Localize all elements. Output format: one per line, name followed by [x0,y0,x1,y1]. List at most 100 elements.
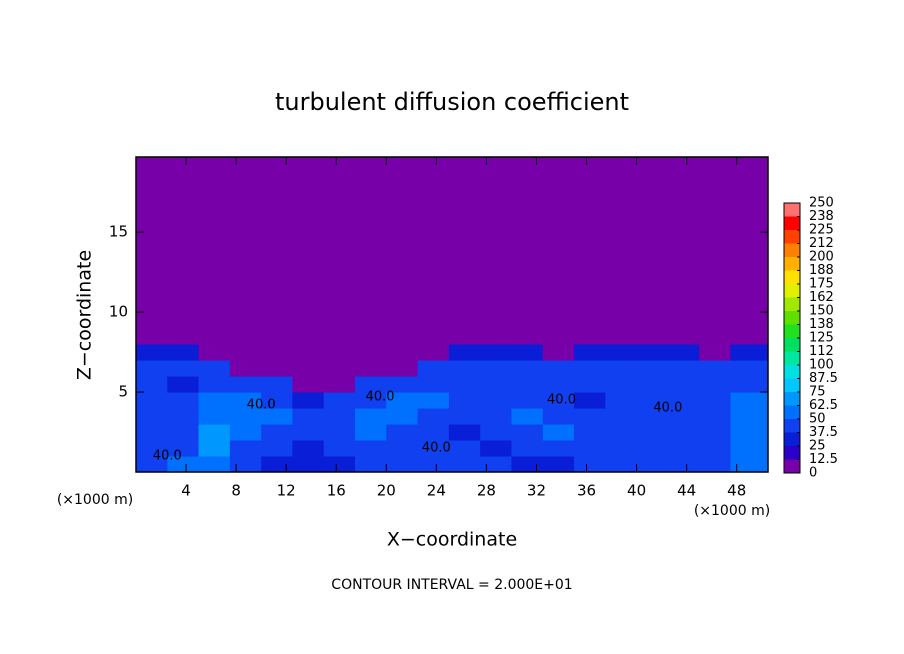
field-cell [229,440,262,457]
colorbar-bin [784,405,800,419]
x-axis-label: X−coordinate [387,529,517,551]
field-cell [229,344,262,361]
contour-label: 40.0 [547,393,576,408]
field-cell [511,408,544,425]
field-cell [323,344,356,361]
field-cell [511,157,544,345]
field-cell [636,440,669,457]
field-cell [292,424,325,441]
field-cell [667,376,700,393]
colorbar-label: 37.5 [809,425,838,440]
field-cell [136,392,168,409]
field-cell [605,456,638,473]
field-cell [730,376,769,393]
field-cell [355,157,387,345]
field-cell [699,456,731,473]
x-tick-label: 36 [577,482,596,500]
field-cell [699,157,731,345]
field-cell [605,344,638,361]
field-cell [448,376,481,393]
field-cell [448,392,481,409]
field-cell [417,408,450,425]
colorbar-bin [784,338,800,352]
field-cell [355,344,387,361]
field-cell [167,456,200,473]
field-cell [386,440,419,457]
colorbar-bin [784,324,800,338]
y-tick-label: 15 [109,223,128,241]
field-cell [417,456,450,473]
field-cell [386,376,419,393]
x-tick-label: 12 [277,482,296,500]
colorbar-bin [784,297,800,311]
field-cell [261,360,293,377]
field-cell [730,424,769,441]
colorbar-bin [784,311,800,325]
field-cell [667,424,700,441]
contour-label: 40.0 [366,389,395,404]
field-cell [136,157,168,345]
field-cell [699,408,731,425]
field-cell [417,376,450,393]
field-cell [480,440,512,457]
field-cell [261,456,293,473]
field-cell [261,157,293,345]
colorbar-bin [784,432,800,446]
field-cell [417,360,450,377]
field-cell [292,440,325,457]
field-cell [198,360,231,377]
field-cell [355,424,387,441]
field-cell [198,392,231,409]
footer-note: CONTOUR INTERVAL = 2.000E+01 [331,577,572,593]
field-cell [542,157,575,345]
y-tick-label: 10 [109,303,128,321]
field-cell [167,392,200,409]
x-units: (×1000 m) [57,492,133,508]
field-cell [636,408,669,425]
field-cell [448,408,481,425]
field-cell [292,392,325,409]
field-cell [542,440,575,457]
field-cell [574,376,606,393]
field-cell [167,157,200,345]
field-cell [261,408,293,425]
field-cell [542,456,575,473]
x-tick-label: 44 [677,482,696,500]
field-cell [323,456,356,473]
field-cell [730,360,769,377]
field-cell [261,376,293,393]
field-cell [730,392,769,409]
chart-title: turbulent diffusion coefficient [275,88,629,116]
field-cell [699,424,731,441]
field-cell [198,157,231,345]
field-cell [229,157,262,345]
colorbar-label: 212 [809,236,834,251]
field-cell [417,157,450,345]
field-cell [574,456,606,473]
colorbar-label: 250 [809,196,834,211]
field-cell [511,344,544,361]
field-cell [355,456,387,473]
colorbar-bin [784,257,800,271]
field-cell [636,157,669,345]
field-cell [730,344,769,361]
colorbar-label: 238 [809,209,834,224]
field-cell [480,376,512,393]
field-cell [511,376,544,393]
field-cell [730,456,769,473]
field-cell [355,440,387,457]
field-cell [511,360,544,377]
field-cell [229,392,262,409]
field-cell [574,424,606,441]
field-cell [136,456,168,473]
field-cell [167,376,200,393]
field-cell [511,440,544,457]
field-cell [261,424,293,441]
colorbar-bin [784,419,800,433]
field-cell [261,392,293,409]
y-tick-label: 5 [118,383,128,401]
contour-label: 40.0 [153,449,182,464]
colorbar-label: 50 [809,412,826,427]
contour-label: 40.0 [422,441,451,456]
